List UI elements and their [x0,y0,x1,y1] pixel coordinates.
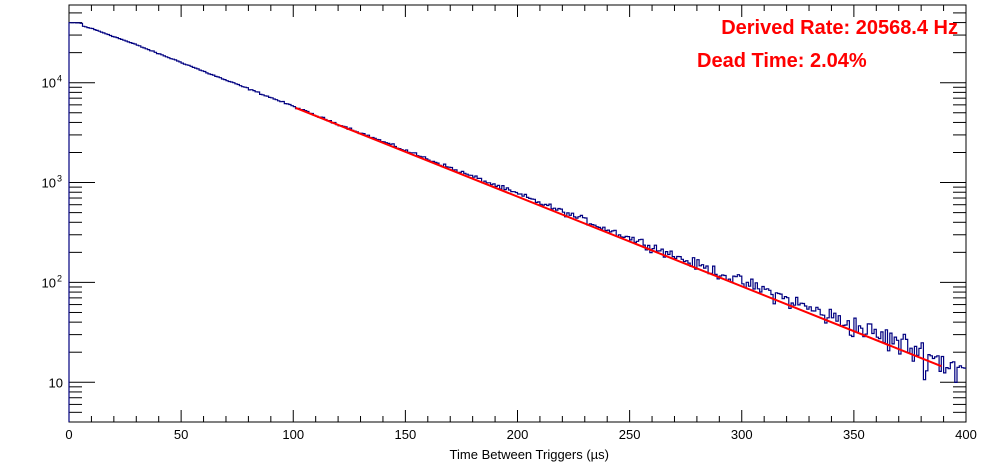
x-tick-label: 250 [619,427,641,442]
y-tick-exponent: 4 [57,74,62,84]
dead-time-annotation: Dead Time: 2.04% [697,50,867,72]
x-tick-label: 350 [843,427,865,442]
x-tick-label: 300 [731,427,753,442]
y-tick-label: 10 [42,76,56,91]
y-tick-exponent: 3 [57,174,62,184]
x-axis-ticks: 0 50 100 150 200 250 300 350 400 [65,5,977,442]
histogram-series [68,22,966,422]
x-tick-label: 100 [282,427,304,442]
derived-rate-annotation: Derived Rate: 20568.4 Hz [721,17,958,39]
x-tick-label: 0 [65,427,72,442]
x-tick-label: 400 [955,427,977,442]
series-layer [68,22,966,422]
x-axis-label: Time Between Triggers (µs) [450,447,609,462]
fit-line [295,106,942,368]
y-tick-label: 10 [42,275,56,290]
y-tick-exponent: 2 [57,273,62,283]
x-tick-label: 50 [174,427,188,442]
x-tick-label: 200 [507,427,529,442]
y-tick-label: 10 [49,375,63,390]
x-tick-label: 150 [395,427,417,442]
y-tick-label: 10 [42,176,56,191]
